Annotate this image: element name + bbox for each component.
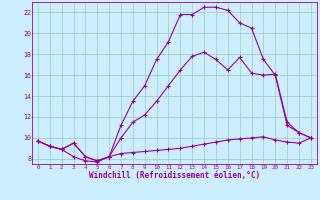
X-axis label: Windchill (Refroidissement éolien,°C): Windchill (Refroidissement éolien,°C): [89, 171, 260, 180]
